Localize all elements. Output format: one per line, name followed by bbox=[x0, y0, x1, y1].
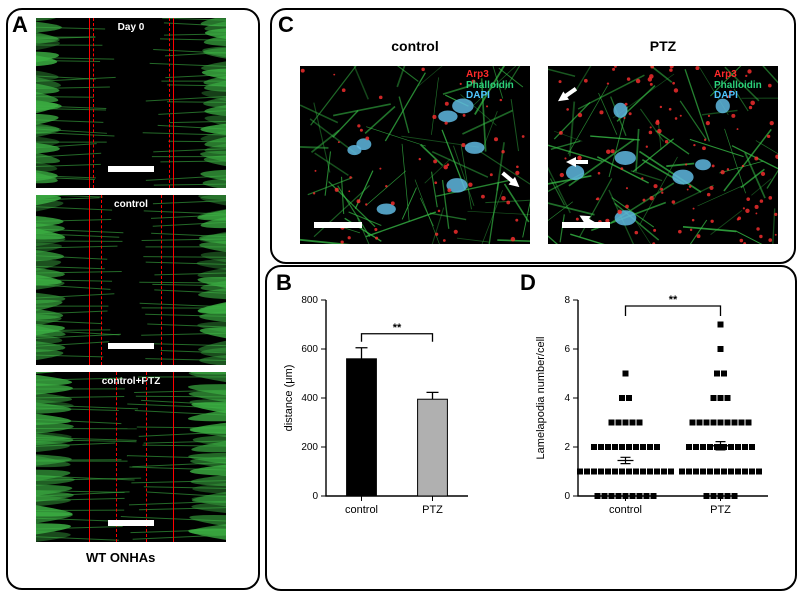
scalebar bbox=[108, 166, 154, 172]
svg-text:control: control bbox=[345, 504, 378, 516]
panel-c-label: C bbox=[278, 12, 294, 38]
svg-text:6: 6 bbox=[564, 344, 570, 355]
svg-text:PTZ: PTZ bbox=[422, 504, 443, 516]
svg-text:200: 200 bbox=[301, 442, 318, 453]
svg-text:0: 0 bbox=[312, 491, 318, 502]
scalebar bbox=[314, 222, 362, 228]
channel-legend: Arp3PhalloidinDAPI bbox=[466, 70, 514, 102]
panel-a-caption: WT ONHAs bbox=[86, 550, 155, 565]
svg-text:PTZ: PTZ bbox=[710, 504, 731, 516]
panel-c-header: PTZ bbox=[548, 38, 778, 54]
svg-text:Lamelapodia number/cell: Lamelapodia number/cell bbox=[535, 337, 547, 460]
channel-legend: Arp3PhalloidinDAPI bbox=[714, 70, 762, 102]
arrow-icon bbox=[500, 173, 522, 191]
panel-b-chart: 0 200 400 600 800 distance (μm) control PTZ ** bbox=[278, 280, 478, 530]
panel-a-label: A bbox=[12, 12, 28, 38]
svg-text:control: control bbox=[609, 504, 642, 516]
svg-text:**: ** bbox=[669, 294, 678, 306]
arrow-icon bbox=[566, 155, 588, 173]
svg-text:0: 0 bbox=[564, 491, 570, 502]
arrow-icon bbox=[556, 88, 578, 106]
svg-text:2: 2 bbox=[564, 442, 570, 453]
scalebar bbox=[108, 343, 154, 349]
panel-a-micrograph: Day 0 bbox=[36, 18, 226, 188]
arrow-icon bbox=[578, 214, 600, 232]
panel-c-micrograph: Arp3PhalloidinDAPI bbox=[300, 66, 530, 244]
svg-text:800: 800 bbox=[301, 295, 318, 306]
panel-c-header: control bbox=[300, 38, 530, 54]
svg-text:600: 600 bbox=[301, 344, 318, 355]
panel-a-micrograph: control bbox=[36, 195, 226, 365]
scalebar bbox=[108, 520, 154, 526]
panel-a-micrograph: control+PTZ bbox=[36, 372, 226, 542]
svg-text:**: ** bbox=[393, 322, 402, 334]
panel-d-chart: 0 2 4 6 8 Lamelapodia number/cell control PTZ ** bbox=[530, 280, 780, 530]
svg-text:8: 8 bbox=[564, 295, 570, 306]
svg-text:400: 400 bbox=[301, 393, 318, 404]
svg-text:4: 4 bbox=[564, 393, 570, 404]
svg-text:distance (μm): distance (μm) bbox=[283, 365, 295, 432]
